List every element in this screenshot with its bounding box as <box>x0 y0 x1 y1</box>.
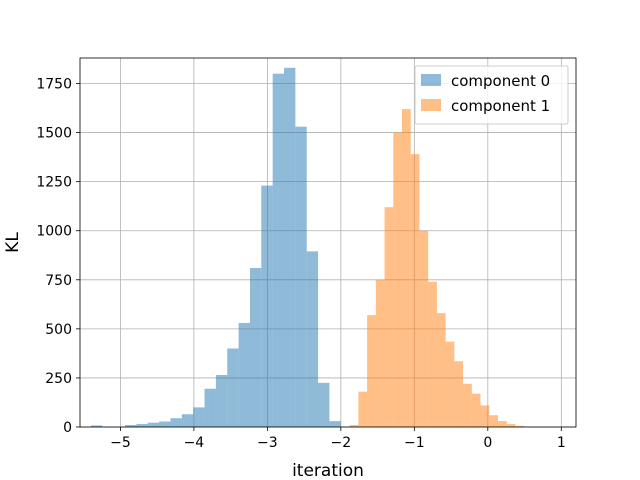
legend-label: component 0 <box>451 72 550 90</box>
histogram-bar-series-0 <box>136 424 148 427</box>
histogram-bar-series-0 <box>318 382 330 427</box>
histogram-bar-series-0 <box>91 425 103 427</box>
histogram-bar-series-1 <box>419 230 429 427</box>
legend-swatch <box>421 99 441 111</box>
histogram-bar-series-0 <box>170 418 182 427</box>
x-tick-label: −4 <box>184 435 205 451</box>
histogram-bar-series-0 <box>227 348 239 427</box>
plot-frame <box>79 57 577 428</box>
y-tick-label: 250 <box>45 371 72 387</box>
x-tick-label: −3 <box>257 435 278 451</box>
histogram-bar-series-1 <box>489 415 498 427</box>
histogram-bar-series-0 <box>295 126 307 427</box>
histogram-bar-series-1 <box>497 421 507 427</box>
histogram-bar-series-1 <box>375 279 385 427</box>
histogram-bar-series-1 <box>471 393 481 427</box>
y-tick-label: 750 <box>45 273 72 289</box>
histogram-bar-series-0 <box>204 388 216 427</box>
histogram-bar-series-1 <box>402 109 411 427</box>
histogram-bar-series-1 <box>393 132 403 427</box>
histogram-bar-series-1 <box>410 154 420 427</box>
histogram-bar-series-1 <box>454 361 464 427</box>
y-tick-label: 1250 <box>36 175 72 191</box>
histogram-bar-series-1 <box>367 315 376 427</box>
histogram-bar-series-0 <box>181 414 194 427</box>
histogram-bar-series-0 <box>215 374 228 427</box>
histogram-bar-series-0 <box>261 185 273 427</box>
histogram-bar-series-1 <box>515 425 525 427</box>
histogram-bar-series-1 <box>349 425 359 427</box>
x-axis-label: iteration <box>292 461 364 480</box>
y-tick-label: 1750 <box>36 77 72 93</box>
histogram-bar-series-1 <box>358 391 368 427</box>
histogram-bar-series-0 <box>147 422 160 427</box>
axes: −5 −4 −3 −2 −1 0 1 0 250 500 750 1000 1250 1500 1750 <box>36 57 577 451</box>
legend: component 0 component 1 <box>414 65 569 125</box>
legend-swatch <box>421 74 441 86</box>
x-tick-label: −5 <box>110 435 131 451</box>
y-tick-label: 1500 <box>36 126 72 142</box>
histogram-bar-series-0 <box>238 322 250 427</box>
histogram-bar-series-0 <box>249 268 262 427</box>
x-tick-label: 0 <box>483 435 492 451</box>
histogram-bar-series-0 <box>284 67 296 427</box>
histogram-bar-series-0 <box>159 421 171 427</box>
histogram-bar-series-0 <box>329 421 341 427</box>
histogram-bar-series-0 <box>272 73 285 428</box>
x-tick-label: −1 <box>404 435 425 451</box>
histogram-bar-series-1 <box>384 207 394 427</box>
histogram-bar-series-0 <box>193 407 205 427</box>
x-tick-label: −2 <box>331 435 352 451</box>
histogram-bar-series-1 <box>436 313 446 427</box>
histogram-bar-series-0 <box>306 251 319 427</box>
y-tick-label: 1000 <box>36 224 72 240</box>
y-axis-label: KL <box>3 232 23 253</box>
histogram-bars <box>91 67 533 428</box>
y-tick-label: 500 <box>45 322 72 338</box>
histogram-bar-series-1 <box>480 405 490 427</box>
histogram-bar-series-1 <box>463 383 472 427</box>
x-tick-label: 1 <box>557 435 566 451</box>
legend-label: component 1 <box>451 97 550 115</box>
histogram-bar-series-1 <box>428 281 437 427</box>
histogram-bar-series-1 <box>445 341 455 427</box>
histogram-bar-series-1 <box>506 424 516 427</box>
legend-box <box>414 65 569 125</box>
y-tick-label: 0 <box>63 420 72 436</box>
histogram-bar-series-0 <box>125 425 137 427</box>
